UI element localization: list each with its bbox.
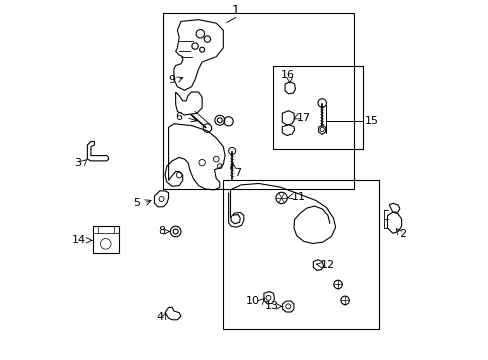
Text: 15: 15 [364,116,378,126]
Text: 11: 11 [291,192,305,202]
Text: 7: 7 [233,168,241,178]
Text: 2: 2 [398,229,406,239]
Text: 16: 16 [280,70,294,80]
Text: 4: 4 [157,312,163,322]
Text: 5: 5 [133,198,140,208]
Text: 9: 9 [168,75,175,85]
Text: 14: 14 [71,235,85,245]
Text: 13: 13 [264,301,279,311]
Text: 10: 10 [245,296,259,306]
Text: 17: 17 [296,113,310,123]
Text: 3: 3 [74,158,81,168]
Text: 6: 6 [175,112,183,122]
Text: 1: 1 [231,4,239,17]
Text: 8: 8 [158,226,165,237]
Text: 12: 12 [320,260,334,270]
